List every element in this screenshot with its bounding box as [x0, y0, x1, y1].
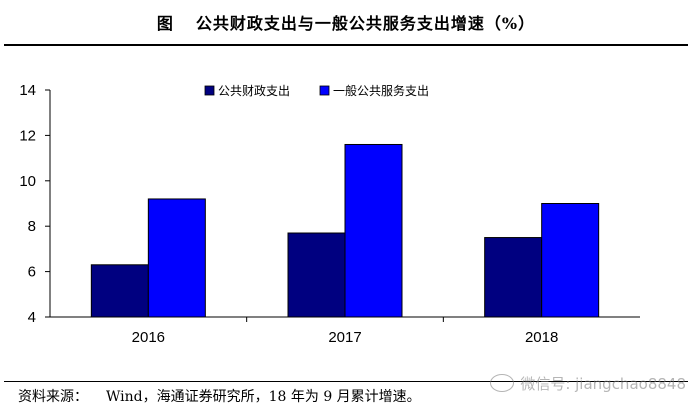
source-text: Wind，海通证券研究所，18 年为 9 月累计增速。	[106, 389, 421, 405]
chart-title-row: 图 公共财政支出与一般公共服务支出增速（%）	[0, 0, 692, 44]
bar	[344, 143, 403, 318]
watermark-text: 微信号: jiangchao8848	[520, 374, 686, 393]
footer-rule	[4, 381, 688, 382]
source-label: 资料来源：	[18, 389, 88, 405]
y-tick-label: 6	[28, 264, 36, 281]
title-rule	[4, 44, 688, 46]
y-tick-label: 4	[28, 309, 36, 326]
bar	[147, 198, 206, 318]
bar	[541, 203, 600, 318]
bar	[484, 237, 543, 318]
legend-label: 一般公共服务支出	[333, 83, 429, 98]
chart-title: 公共财政支出与一般公共服务支出增速（%）	[195, 14, 536, 33]
x-tick-label: 2016	[132, 329, 165, 346]
watermark: 微信号: jiangchao8848	[490, 372, 686, 394]
y-tick-label: 14	[19, 82, 36, 99]
bar	[287, 232, 346, 318]
y-tick-label: 8	[28, 218, 36, 235]
x-tick-label: 2017	[328, 329, 361, 346]
legend-swatch	[204, 85, 215, 96]
y-tick-label: 10	[19, 173, 36, 190]
x-tick-label: 2018	[525, 329, 558, 346]
figure-label: 图	[156, 14, 174, 33]
legend-swatch	[319, 85, 330, 96]
legend-label: 公共财政支出	[218, 84, 290, 98]
chart-area: 4 6 8 10 12 14 2016 2017 2018 公共财政支出 一般公共服务支出	[19, 82, 640, 346]
source-note: 资料来源： Wind，海通证券研究所，18 年为 9 月累计增速。	[18, 384, 678, 408]
bar	[90, 264, 149, 318]
y-tick-label: 12	[19, 127, 36, 144]
wechat-icon	[490, 374, 515, 392]
